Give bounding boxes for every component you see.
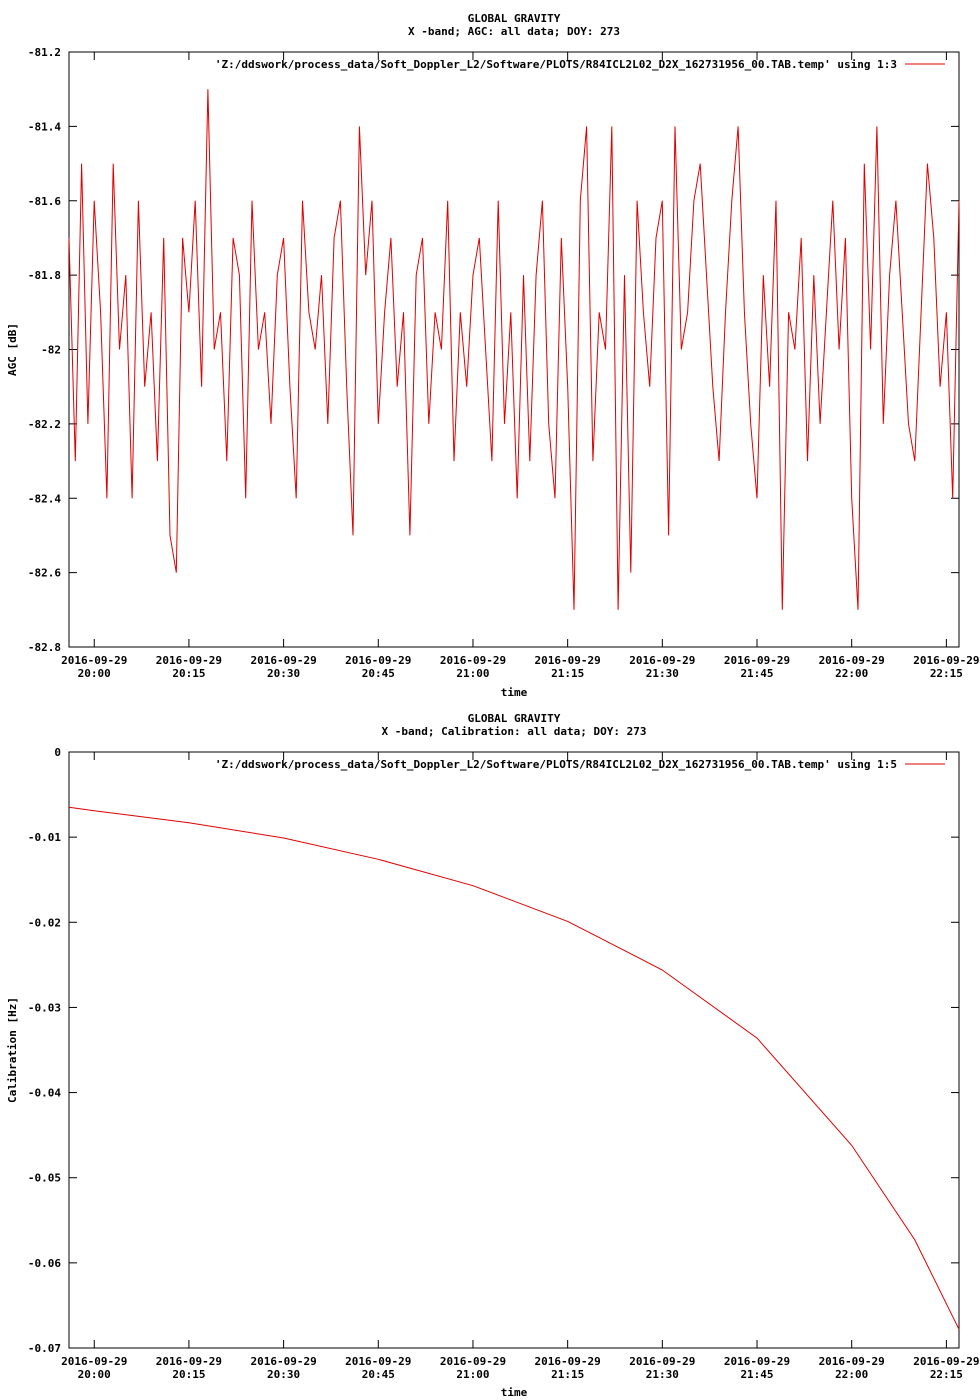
x-tick-date: 2016-09-29	[629, 654, 695, 667]
y-axis-label: AGC [dB]	[6, 323, 19, 376]
x-tick-date: 2016-09-29	[535, 1355, 601, 1368]
x-axis-label: time	[501, 1386, 528, 1399]
y-tick-label: -0.04	[28, 1087, 61, 1100]
y-tick-label: -82.4	[28, 492, 61, 505]
chart-subtitle: X -band; Calibration: all data; DOY: 273	[382, 725, 647, 738]
chart-title: GLOBAL GRAVITY	[468, 712, 561, 725]
x-tick-date: 2016-09-29	[629, 1355, 695, 1368]
y-tick-label: -0.03	[28, 1001, 61, 1014]
y-tick-label: -81.4	[28, 120, 61, 133]
x-tick-time: 22:15	[930, 1368, 963, 1381]
y-tick-label: -82.2	[28, 418, 61, 431]
x-tick-date: 2016-09-29	[913, 654, 979, 667]
y-tick-label: -0.05	[28, 1172, 61, 1185]
legend-label: 'Z:/ddswork/process_data/Soft_Doppler_L2…	[215, 758, 897, 771]
y-tick-label: -82.8	[28, 641, 61, 654]
x-tick-time: 22:15	[930, 667, 963, 680]
x-tick-time: 21:45	[740, 667, 773, 680]
x-tick-date: 2016-09-29	[913, 1355, 979, 1368]
y-tick-label: -0.02	[28, 916, 61, 929]
x-tick-date: 2016-09-29	[535, 654, 601, 667]
x-tick-time: 20:45	[362, 1368, 395, 1381]
chart-subtitle: X -band; AGC: all data; DOY: 273	[408, 25, 620, 38]
y-tick-label: -0.06	[28, 1257, 61, 1270]
x-tick-date: 2016-09-29	[345, 654, 411, 667]
y-tick-label: -82.6	[28, 567, 61, 580]
x-tick-date: 2016-09-29	[724, 1355, 790, 1368]
x-tick-time: 21:15	[551, 1368, 584, 1381]
legend-label: 'Z:/ddswork/process_data/Soft_Doppler_L2…	[215, 58, 897, 71]
y-tick-label: -82	[41, 344, 61, 357]
x-tick-time: 20:15	[172, 667, 205, 680]
x-tick-date: 2016-09-29	[819, 654, 885, 667]
y-tick-label: -81.2	[28, 46, 61, 59]
x-tick-time: 20:15	[172, 1368, 205, 1381]
x-tick-date: 2016-09-29	[61, 654, 127, 667]
x-tick-time: 21:15	[551, 667, 584, 680]
x-tick-time: 21:00	[456, 667, 489, 680]
series-line	[68, 89, 960, 610]
x-tick-date: 2016-09-29	[156, 654, 222, 667]
x-tick-date: 2016-09-29	[250, 1355, 316, 1368]
x-tick-date: 2016-09-29	[250, 654, 316, 667]
y-tick-label: 0	[54, 746, 61, 759]
x-tick-date: 2016-09-29	[345, 1355, 411, 1368]
plot-frame	[68, 751, 960, 1349]
x-tick-date: 2016-09-29	[61, 1355, 127, 1368]
series-line	[68, 806, 960, 1330]
x-tick-time: 20:30	[267, 667, 300, 680]
x-tick-time: 20:00	[78, 1368, 111, 1381]
x-tick-time: 21:45	[740, 1368, 773, 1381]
y-axis-label: Calibration [Hz]	[6, 997, 19, 1103]
y-tick-label: -81.8	[28, 269, 61, 282]
y-tick-label: -0.07	[28, 1342, 61, 1355]
x-axis-label: time	[501, 686, 528, 699]
x-tick-time: 22:00	[835, 1368, 868, 1381]
x-tick-date: 2016-09-29	[724, 654, 790, 667]
y-tick-label: -81.6	[28, 195, 61, 208]
chart-title: GLOBAL GRAVITY	[468, 12, 561, 25]
x-tick-time: 21:30	[646, 667, 679, 680]
x-tick-time: 21:00	[456, 1368, 489, 1381]
y-tick-label: -0.01	[28, 831, 61, 844]
x-tick-date: 2016-09-29	[440, 654, 506, 667]
x-tick-time: 20:00	[78, 667, 111, 680]
x-tick-date: 2016-09-29	[819, 1355, 885, 1368]
x-tick-time: 20:30	[267, 1368, 300, 1381]
x-tick-time: 20:45	[362, 667, 395, 680]
x-tick-date: 2016-09-29	[156, 1355, 222, 1368]
x-tick-time: 21:30	[646, 1368, 679, 1381]
x-tick-time: 22:00	[835, 667, 868, 680]
x-tick-date: 2016-09-29	[440, 1355, 506, 1368]
